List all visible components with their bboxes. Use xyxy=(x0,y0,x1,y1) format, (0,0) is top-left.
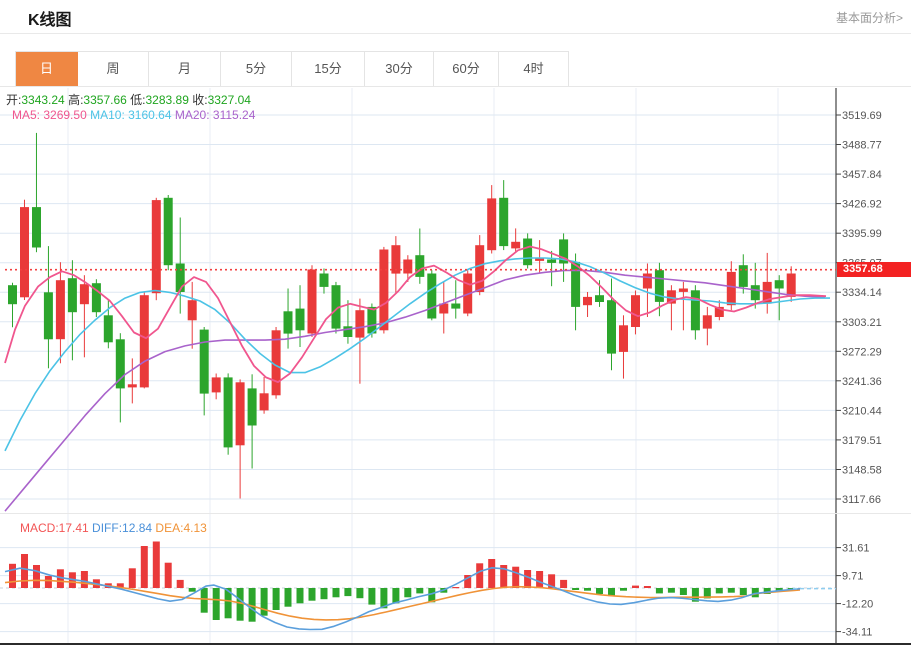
fundamental-analysis-link[interactable]: 基本面分析> xyxy=(835,11,903,25)
tab-30min[interactable]: 30分 xyxy=(365,52,434,87)
svg-text:3457.84: 3457.84 xyxy=(842,169,882,181)
tab-4hour[interactable]: 4时 xyxy=(499,52,569,87)
ma-legend: MA5: 3269.50 MA10: 3160.64 MA20: 3115.24 xyxy=(12,108,255,122)
svg-text:-12.20: -12.20 xyxy=(842,599,873,611)
tab-week[interactable]: 周 xyxy=(78,52,149,87)
svg-text:31.61: 31.61 xyxy=(842,543,870,555)
open-label: 开: xyxy=(6,93,22,107)
dea-value: 4.13 xyxy=(183,521,207,535)
tab-month[interactable]: 月 xyxy=(149,52,221,87)
close-value: 3327.04 xyxy=(207,93,251,107)
high-label: 高: xyxy=(68,93,84,107)
high-value: 3357.66 xyxy=(83,93,127,107)
macd-legend: MACD:17.41 DIFF:12.84 DEA:4.13 xyxy=(20,521,207,535)
open-value: 3343.24 xyxy=(21,93,65,107)
ma20-value: 3115.24 xyxy=(212,108,256,122)
svg-text:3395.99: 3395.99 xyxy=(842,228,882,240)
ohlc-legend: 开:3343.24 高:3357.66 低:3283.89 收:3327.04 xyxy=(6,91,251,108)
tab-60min[interactable]: 60分 xyxy=(434,52,499,87)
low-value: 3283.89 xyxy=(145,93,189,107)
close-label: 收: xyxy=(192,93,208,107)
svg-text:3426.92: 3426.92 xyxy=(842,199,882,211)
macd-value: 17.41 xyxy=(58,521,89,535)
svg-text:-34.11: -34.11 xyxy=(842,627,872,639)
svg-text:3148.58: 3148.58 xyxy=(842,465,882,477)
tab-5min[interactable]: 5分 xyxy=(221,52,292,87)
svg-text:3334.14: 3334.14 xyxy=(842,287,882,299)
widget-bottom-border xyxy=(0,643,911,645)
diff-value: 12.84 xyxy=(122,521,153,535)
svg-text:3488.77: 3488.77 xyxy=(842,140,882,152)
tab-day[interactable]: 日 xyxy=(16,52,78,87)
period-tabbar: 日 周 月 5分 15分 30分 60分 4时 xyxy=(15,51,569,87)
current-price-badge: 3357.68 xyxy=(837,262,911,277)
page-title: K线图 xyxy=(28,12,72,29)
macd-label: MACD: xyxy=(20,521,59,535)
ma10-value: 3160.64 xyxy=(128,108,172,122)
ma5-label: MA5: xyxy=(12,108,41,122)
header-divider xyxy=(0,33,911,34)
svg-text:3210.44: 3210.44 xyxy=(842,405,882,417)
ma5-value: 3269.50 xyxy=(43,108,87,122)
main-candle-chart[interactable]: 3519.693488.773457.843426.923395.993365.… xyxy=(0,88,911,513)
svg-text:3241.36: 3241.36 xyxy=(842,376,882,388)
diff-label: DIFF: xyxy=(92,521,123,535)
tabbar-baseline xyxy=(0,86,911,87)
panel-separator xyxy=(0,513,911,514)
svg-text:3117.66: 3117.66 xyxy=(842,494,881,506)
svg-text:3303.21: 3303.21 xyxy=(842,317,882,329)
ma10-label: MA10: xyxy=(90,108,125,122)
svg-text:9.71: 9.71 xyxy=(842,571,863,583)
macd-chart[interactable]: 31.61 9.71 -12.20 -34.11 xyxy=(0,513,911,647)
svg-text:3519.69: 3519.69 xyxy=(842,110,882,122)
svg-text:3179.51: 3179.51 xyxy=(842,435,882,447)
ma20-label: MA20: xyxy=(174,108,210,122)
svg-text:3272.29: 3272.29 xyxy=(842,346,882,358)
tab-15min[interactable]: 15分 xyxy=(292,52,365,87)
dea-label: DEA: xyxy=(155,521,184,535)
low-label: 低: xyxy=(130,93,146,107)
